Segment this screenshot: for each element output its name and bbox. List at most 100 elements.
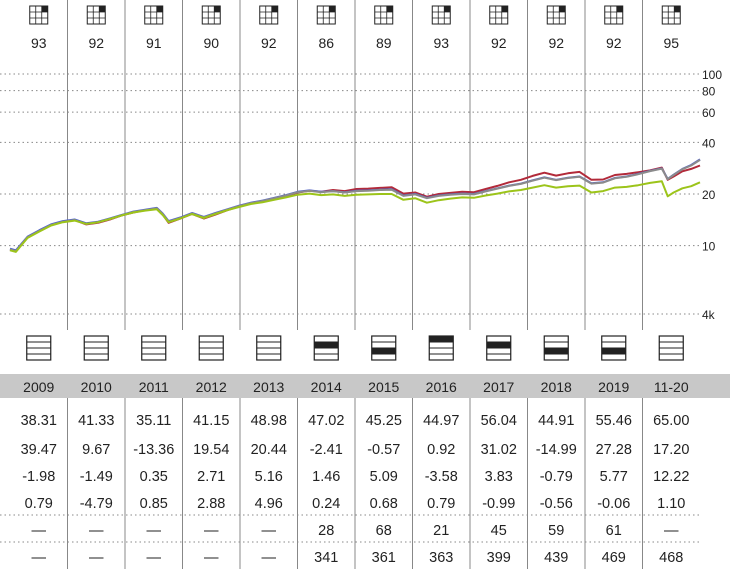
style-box-filled-cell [271,6,278,12]
style-box-icon [546,5,566,25]
style-box-icon [374,5,394,25]
style-box-icon [489,5,509,25]
table-cell: 44.97 [423,413,459,429]
table-cell: 468 [659,550,683,566]
table-cell: 19.54 [193,442,229,458]
table-cell: 59 [548,523,564,539]
year-label: 2009 [23,379,54,395]
table-cell: 0.35 [140,469,168,485]
style-box-filled-cell [99,6,106,12]
table-cell: 47.02 [308,413,344,429]
style-box-filled-cell [41,6,48,12]
table-cell: 9.67 [82,442,110,458]
quartile-filled-band [429,336,454,342]
table-cell: — [204,550,219,566]
table-cell: — [262,523,277,539]
year-label: 2010 [81,379,112,395]
table-cell: -1.98 [22,469,55,485]
quartile-icon [371,335,397,361]
y-tick-label: 80 [702,85,716,99]
style-box: 92 [489,5,509,51]
table-cell: -1.49 [80,469,113,485]
style-box-filled-cell [501,6,508,12]
growth-lines [9,158,701,253]
series-line [9,180,701,253]
style-box-filled-cell [386,6,393,12]
style-box-value: 86 [318,35,334,51]
table-cell: 35.11 [136,413,171,429]
table-cell: 1.10 [657,496,685,512]
year-label: 11-20 [654,379,689,395]
style-box-icon [604,5,624,25]
style-box: 90 [201,5,221,51]
table-cell: — [147,523,162,539]
table-cell: 41.15 [193,413,229,429]
table-cell: 363 [429,550,453,566]
table-cell: — [89,550,104,566]
table-cell: 31.02 [481,442,517,458]
quartile-icon [26,335,52,361]
table-cell: 20.44 [251,442,287,458]
quartile-filled-band [314,342,339,348]
table-cell: 361 [372,550,396,566]
y-axis-ticks: 100 80 60 40 20 10 4k [0,68,722,322]
table-cell: 0.92 [427,442,455,458]
table-cell: -0.56 [540,496,573,512]
style-box-value: 91 [146,35,162,51]
style-box-icon [661,5,681,25]
table-cell: -14.99 [536,442,577,458]
grid [67,0,643,569]
style-box-value: 89 [376,35,392,51]
table-cell: 44.91 [538,413,574,429]
table-cell: 27.28 [596,442,632,458]
table-cell: -0.06 [597,496,630,512]
table-cell: 65.00 [653,413,689,429]
quartile-icon [313,335,339,361]
table-cell: 3.83 [485,469,513,485]
year-label: 2011 [139,379,169,395]
style-box-icon [259,5,279,25]
table-cell: — [664,523,679,539]
style-box-filled-cell [444,6,451,12]
table-cell: — [204,523,219,539]
year-header-row: 2009 2010 2011 2012 2013 2014 2015 2016 2017 2018… [0,374,730,398]
style-box-value: 92 [491,35,507,51]
table-cell: 48.98 [251,413,287,429]
quartile-icon [141,335,167,361]
style-box-icon [431,5,451,25]
table-cell: -0.57 [367,442,400,458]
style-box: 93 [29,5,49,51]
style-box-filled-cell [559,6,566,12]
quartile-filled-band [544,348,569,354]
table-cell: — [89,523,104,539]
table-cell: — [32,550,47,566]
table-cell: — [32,523,47,539]
table-cell: 45.25 [366,413,402,429]
style-box-value: 92 [606,35,622,51]
style-box-icon [144,5,164,25]
table-cell: 2.88 [197,496,225,512]
quartile-filled-band [371,348,396,354]
table-cell: -0.99 [482,496,515,512]
y-tick-label: 4k [702,308,716,322]
y-tick-label: 40 [702,136,716,150]
table-cell: 68 [376,523,392,539]
table-cell: 2.71 [197,469,225,485]
year-label: 2016 [426,379,457,395]
table-cell: 28 [318,523,334,539]
style-box-value: 93 [433,35,449,51]
quartile-icon [198,335,224,361]
table-cell: 39.47 [21,442,57,458]
style-box: 95 [661,5,681,51]
table-cell: -2.41 [310,442,343,458]
table-cell: 55.46 [596,413,632,429]
style-box-icon [29,5,49,25]
table-cell: 5.77 [600,469,628,485]
table-cell: 469 [602,550,626,566]
style-box: 92 [86,5,106,51]
table-cell: -3.58 [425,469,458,485]
style-box-filled-cell [214,6,221,12]
table-cell: 5.09 [370,469,398,485]
table-cell: 45 [491,523,507,539]
table-cell: 399 [487,550,511,566]
